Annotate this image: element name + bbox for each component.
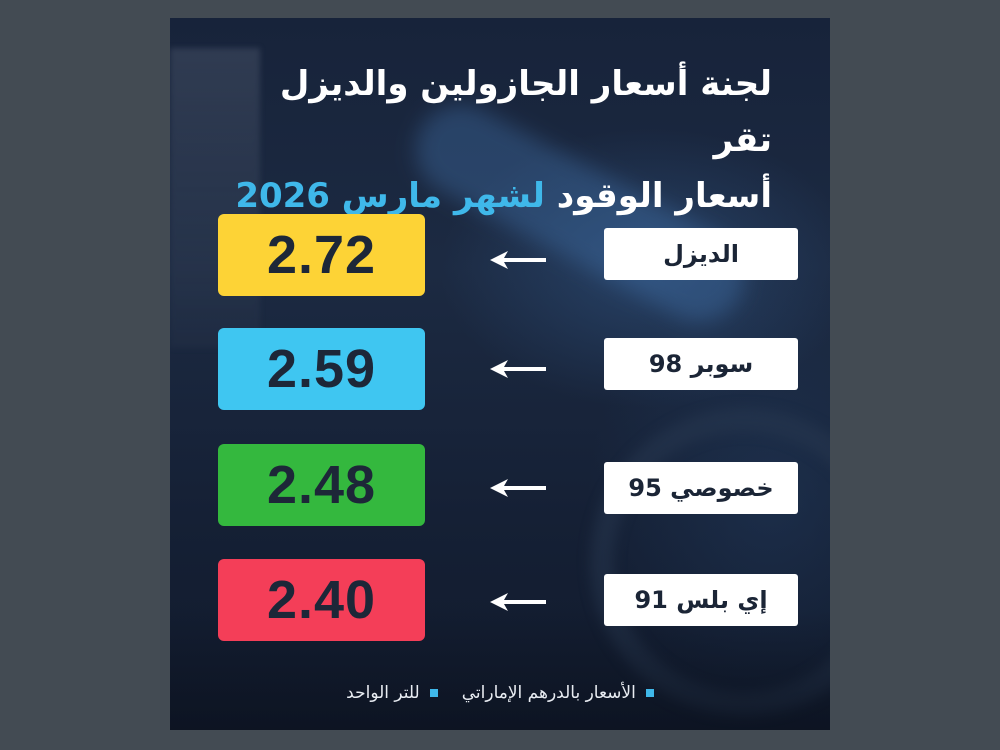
fuel-label-super-98: سوبر 98 [604, 338, 798, 390]
footer-note: الأسعار بالدرهم الإماراتي للتر الواحد [170, 678, 830, 708]
fuel-price-card: لجنة أسعار الجازولين والديزل تقر أسعار ا… [170, 18, 830, 730]
price-super-98: 2.59 [218, 328, 425, 410]
price-special-95: 2.48 [218, 444, 425, 526]
price-diesel: 2.72 [218, 214, 425, 296]
footer-unit-note: للتر الواحد [346, 683, 438, 703]
footer-currency-text: الأسعار بالدرهم الإماراتي [461, 683, 636, 703]
car-wheel-background [590, 408, 830, 716]
arrow-left-icon [490, 251, 546, 269]
headline-line-2-text: أسعار الوقود [556, 176, 772, 216]
price-e-plus-91: 2.40 [218, 559, 425, 641]
headline-month: لشهر مارس 2026 [235, 176, 545, 216]
footer-unit-text: للتر الواحد [346, 683, 420, 703]
headline-line-2: أسعار الوقود لشهر مارس 2026 [212, 168, 772, 224]
fuel-label-diesel: الديزل [604, 228, 798, 280]
arrow-left-icon [490, 593, 546, 611]
arrow-left-icon [490, 479, 546, 497]
arrow-left-icon [490, 360, 546, 378]
fuel-label-e-plus-91: إي بلس 91 [604, 574, 798, 626]
headline-line-1: لجنة أسعار الجازولين والديزل تقر [279, 64, 772, 160]
square-bullet-icon [429, 689, 438, 697]
square-bullet-icon [645, 689, 654, 697]
headline: لجنة أسعار الجازولين والديزل تقر أسعار ا… [212, 56, 772, 224]
footer-currency-note: الأسعار بالدرهم الإماراتي [462, 683, 654, 703]
fuel-label-special-95: خصوصي 95 [604, 462, 798, 514]
